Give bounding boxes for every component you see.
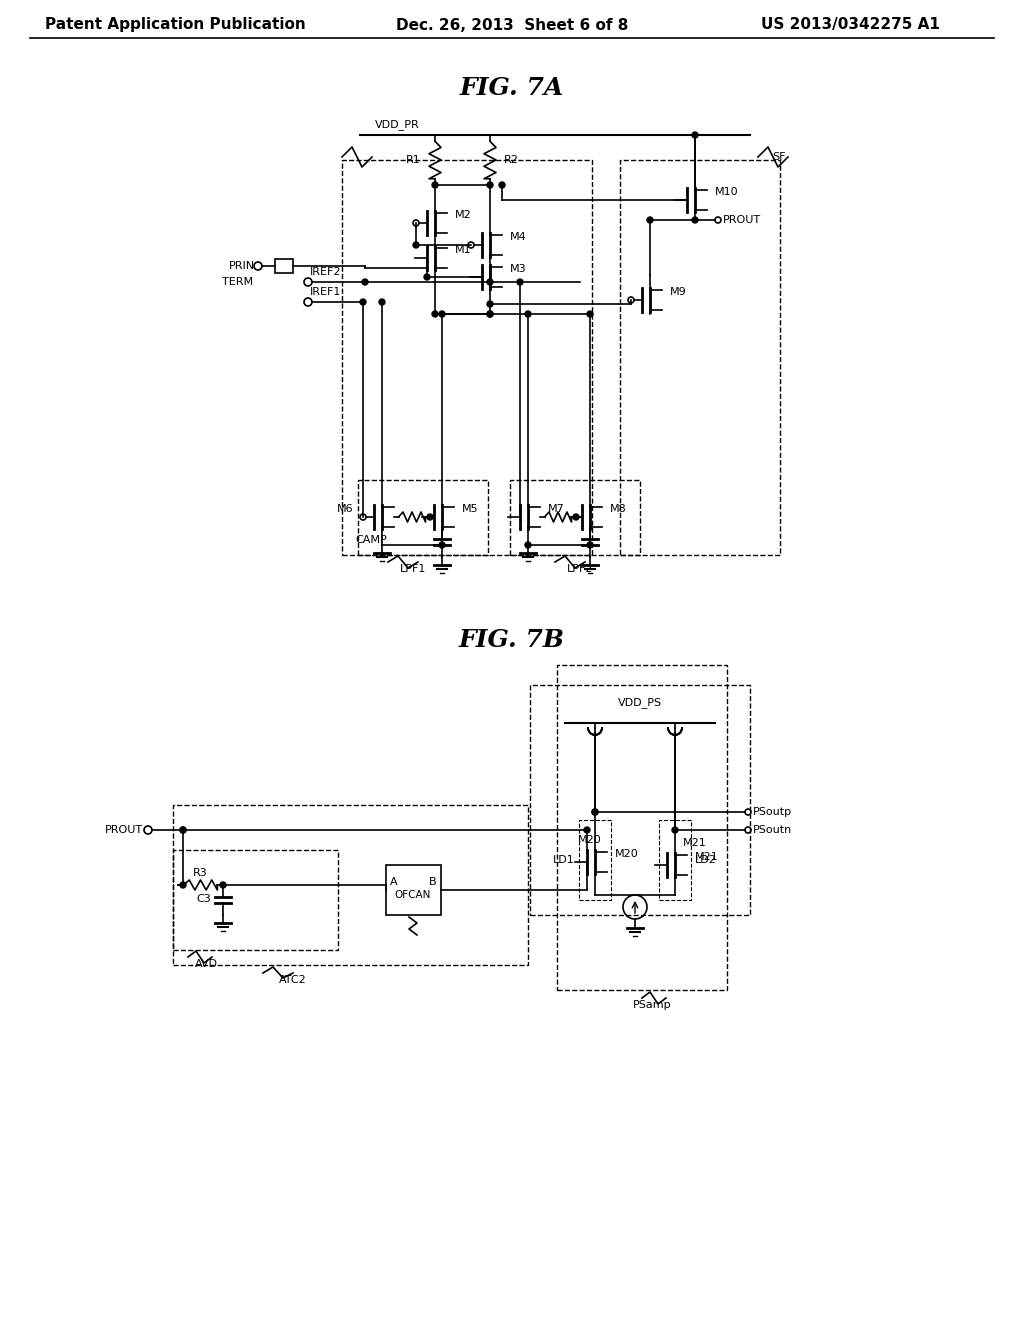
Text: C3: C3 (197, 894, 211, 904)
Text: M3: M3 (510, 264, 526, 275)
Text: M20: M20 (615, 849, 639, 859)
Circle shape (432, 182, 438, 187)
Text: M1: M1 (455, 246, 472, 255)
Circle shape (587, 543, 593, 548)
Circle shape (647, 216, 653, 223)
Text: A: A (390, 876, 397, 887)
Text: PSamp: PSamp (633, 1001, 672, 1010)
Text: M20: M20 (579, 836, 602, 845)
Text: PRIN: PRIN (229, 261, 255, 271)
Circle shape (517, 279, 523, 285)
Circle shape (487, 312, 493, 317)
Bar (557, 665, 727, 990)
Bar (173, 850, 338, 950)
Text: M9: M9 (670, 286, 687, 297)
Circle shape (692, 216, 698, 223)
Text: M6: M6 (337, 504, 354, 513)
Text: PSoutp: PSoutp (753, 807, 793, 817)
Text: M5: M5 (462, 504, 478, 513)
Circle shape (180, 828, 186, 833)
Circle shape (692, 132, 698, 139)
Text: OFCAN: OFCAN (395, 890, 431, 900)
Text: PROUT: PROUT (104, 825, 143, 836)
Circle shape (584, 828, 590, 833)
Text: LPF1: LPF1 (399, 564, 426, 574)
Circle shape (587, 312, 593, 317)
Bar (358, 480, 488, 554)
Circle shape (487, 182, 493, 187)
Circle shape (379, 300, 385, 305)
Circle shape (487, 279, 493, 285)
Text: AVD: AVD (195, 960, 218, 969)
Circle shape (432, 312, 438, 317)
Text: M21: M21 (683, 838, 707, 847)
Circle shape (487, 301, 493, 308)
Circle shape (180, 882, 186, 888)
Bar (275, 259, 293, 273)
Circle shape (360, 300, 366, 305)
Circle shape (592, 809, 598, 814)
Text: IREF2: IREF2 (310, 267, 341, 277)
Text: VDD_PR: VDD_PR (375, 120, 420, 131)
Text: FIG. 7B: FIG. 7B (459, 628, 565, 652)
Text: US 2013/0342275 A1: US 2013/0342275 A1 (761, 17, 939, 33)
Text: SF: SF (772, 152, 785, 162)
Circle shape (220, 882, 226, 888)
Text: M4: M4 (510, 232, 526, 242)
Text: B: B (429, 876, 436, 887)
Text: PROUT: PROUT (723, 215, 761, 224)
Text: M10: M10 (715, 187, 738, 197)
Text: CAMP: CAMP (355, 535, 387, 545)
Text: TERM: TERM (222, 277, 253, 286)
Bar (173, 805, 528, 965)
Circle shape (180, 828, 186, 833)
Circle shape (439, 543, 445, 548)
Bar (530, 685, 750, 915)
Circle shape (413, 242, 419, 248)
Text: Patent Application Publication: Patent Application Publication (45, 17, 305, 33)
Bar (620, 160, 780, 554)
Text: IREF1: IREF1 (310, 286, 341, 297)
Circle shape (499, 182, 505, 187)
Text: LPF2: LPF2 (566, 564, 593, 574)
Circle shape (362, 279, 368, 285)
Circle shape (487, 312, 493, 317)
Text: FIG. 7A: FIG. 7A (460, 77, 564, 100)
Circle shape (592, 809, 598, 814)
Bar (342, 160, 592, 554)
Circle shape (672, 828, 678, 833)
Text: R2: R2 (504, 154, 519, 165)
Circle shape (439, 312, 445, 317)
Circle shape (427, 513, 433, 520)
Text: LD1: LD1 (553, 855, 575, 865)
Text: VDD_PS: VDD_PS (617, 697, 663, 709)
Text: M7: M7 (548, 504, 565, 513)
Circle shape (573, 513, 579, 520)
Text: M8: M8 (610, 504, 627, 513)
Text: R3: R3 (193, 869, 208, 878)
Text: M21: M21 (695, 851, 719, 862)
Circle shape (525, 312, 531, 317)
Text: ATC2: ATC2 (280, 975, 307, 985)
Text: M2: M2 (455, 210, 472, 220)
Text: R1: R1 (407, 154, 421, 165)
Bar (385, 865, 440, 915)
Text: PSoutn: PSoutn (753, 825, 793, 836)
Bar (659, 820, 691, 900)
Bar (579, 820, 611, 900)
Text: Dec. 26, 2013  Sheet 6 of 8: Dec. 26, 2013 Sheet 6 of 8 (396, 17, 628, 33)
Circle shape (525, 543, 531, 548)
Circle shape (424, 275, 430, 280)
Text: LD2: LD2 (695, 855, 717, 865)
Bar (510, 480, 640, 554)
